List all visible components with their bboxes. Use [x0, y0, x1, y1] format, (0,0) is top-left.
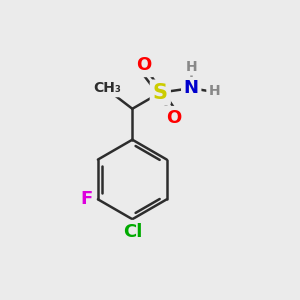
Text: O: O: [136, 56, 152, 74]
Text: CH₃: CH₃: [93, 81, 121, 95]
Text: F: F: [81, 190, 93, 208]
Text: Cl: Cl: [123, 223, 142, 241]
Text: H: H: [208, 84, 220, 98]
Text: S: S: [153, 82, 168, 103]
Text: O: O: [166, 109, 181, 127]
Text: H: H: [185, 60, 197, 74]
Text: N: N: [184, 79, 199, 97]
